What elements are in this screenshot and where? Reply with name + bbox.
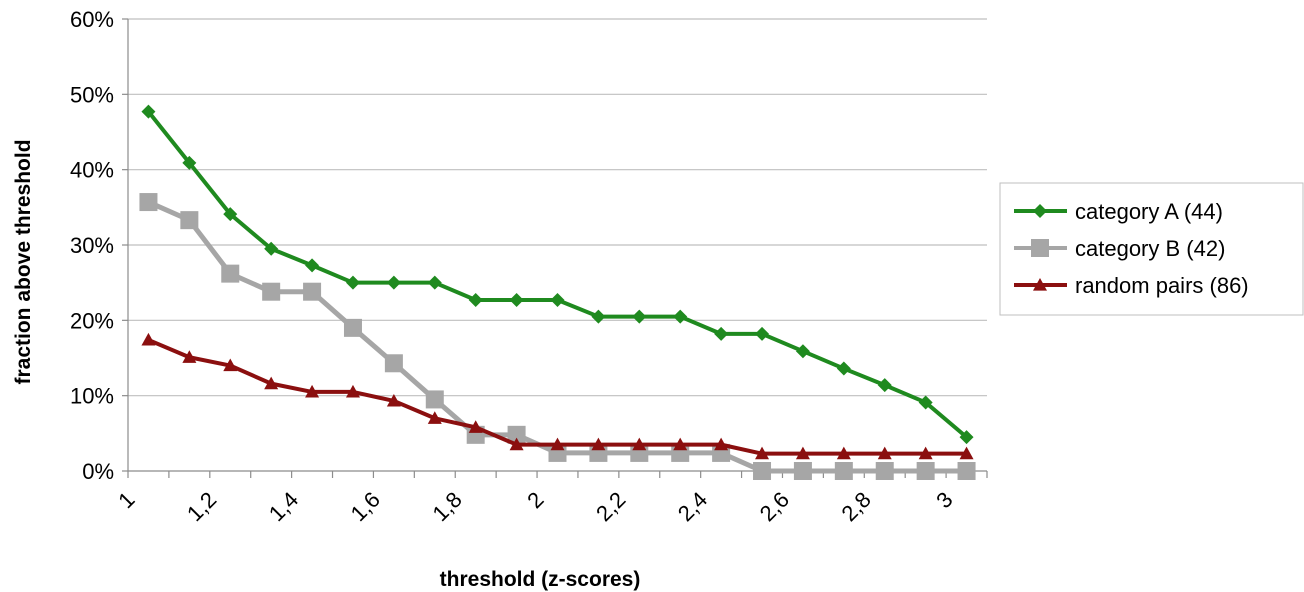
axes	[122, 18, 988, 478]
data-point	[468, 292, 483, 307]
data-point	[303, 282, 322, 301]
y-tick-label: 0%	[82, 459, 114, 484]
data-point	[755, 326, 770, 341]
series-diamond	[141, 104, 974, 445]
data-point	[1033, 278, 1047, 291]
x-tick-label: 2,2	[591, 487, 630, 526]
data-point	[959, 430, 974, 445]
legend: category A (44) category B (42) random pai…	[999, 182, 1304, 316]
gridlines	[128, 18, 987, 397]
x-tick-label: 2,8	[837, 487, 876, 526]
data-point	[386, 275, 401, 290]
data-point	[223, 207, 238, 222]
x-tick-label: 1,8	[427, 487, 466, 526]
data-point	[427, 411, 442, 424]
data-point	[795, 446, 810, 460]
data-point	[264, 241, 279, 256]
x-tick-label: 2,6	[755, 487, 794, 526]
series-group	[139, 104, 976, 480]
x-tick-label: 2	[522, 487, 548, 513]
data-point	[264, 376, 279, 390]
data-point	[957, 462, 976, 480]
x-tick-label: 1	[113, 487, 139, 513]
data-point	[180, 211, 199, 230]
x-tick-label: 2,4	[673, 487, 712, 526]
data-point	[1033, 204, 1047, 218]
data-point	[795, 344, 810, 359]
data-point	[918, 446, 933, 460]
x-tick-label: 3	[931, 487, 957, 513]
legend-label: category B (42)	[1075, 236, 1225, 261]
data-point	[755, 446, 770, 460]
data-point	[343, 318, 362, 337]
y-tick-label: 60%	[70, 7, 114, 32]
data-point	[384, 354, 403, 373]
data-point	[386, 393, 401, 407]
data-point	[141, 332, 156, 346]
legend-entry: random pairs (86)	[1014, 273, 1249, 298]
data-point	[877, 378, 892, 393]
data-point	[223, 358, 238, 372]
data-point	[836, 446, 851, 460]
x-axis-title: threshold (z-scores)	[440, 568, 641, 591]
data-point	[632, 309, 647, 324]
y-tick-label: 50%	[70, 82, 114, 107]
data-point	[305, 384, 320, 398]
data-point	[673, 309, 688, 324]
data-point	[509, 292, 524, 307]
data-point	[834, 462, 853, 480]
data-point	[591, 309, 606, 324]
series-triangle	[141, 332, 974, 460]
legend-entry: category A (44)	[1014, 199, 1223, 224]
data-point	[877, 446, 892, 460]
data-point	[1031, 239, 1049, 257]
data-point	[221, 264, 240, 283]
legend-label: category A (44)	[1075, 199, 1223, 224]
data-point	[139, 193, 158, 212]
data-point	[507, 425, 526, 444]
data-point	[916, 462, 935, 480]
x-tick-label: 1,6	[346, 487, 385, 526]
y-tick-label: 20%	[70, 308, 114, 333]
data-point	[305, 258, 320, 273]
data-point	[875, 462, 894, 480]
data-point	[753, 462, 772, 480]
x-tick-label: 1,4	[264, 487, 303, 526]
data-point	[468, 420, 483, 433]
data-point	[550, 437, 565, 451]
data-point	[427, 275, 442, 290]
data-point	[509, 437, 524, 451]
data-point	[262, 282, 281, 301]
legend-label: random pairs (86)	[1075, 273, 1249, 298]
data-point	[836, 361, 851, 376]
data-point	[918, 395, 933, 410]
data-point	[793, 462, 812, 480]
y-tick-label: 40%	[70, 158, 114, 183]
data-point	[345, 275, 360, 290]
series-line	[147, 338, 967, 456]
data-point	[425, 390, 444, 409]
data-point	[591, 437, 606, 451]
data-point	[714, 437, 729, 451]
data-point	[345, 384, 360, 398]
series-square	[139, 193, 976, 480]
data-point	[550, 292, 565, 307]
y-tick-label: 30%	[70, 233, 114, 258]
y-tick-label: 10%	[70, 384, 114, 409]
data-point	[182, 350, 197, 363]
data-point	[714, 326, 729, 341]
x-tick-label: 1,2	[182, 487, 221, 526]
legend-entry: category B (42)	[1014, 236, 1225, 261]
y-axis-title: fraction above threshold	[12, 139, 35, 384]
data-point	[632, 437, 647, 451]
data-point	[959, 446, 974, 460]
data-point	[141, 104, 156, 119]
data-point	[673, 437, 688, 451]
data-point	[182, 155, 197, 170]
